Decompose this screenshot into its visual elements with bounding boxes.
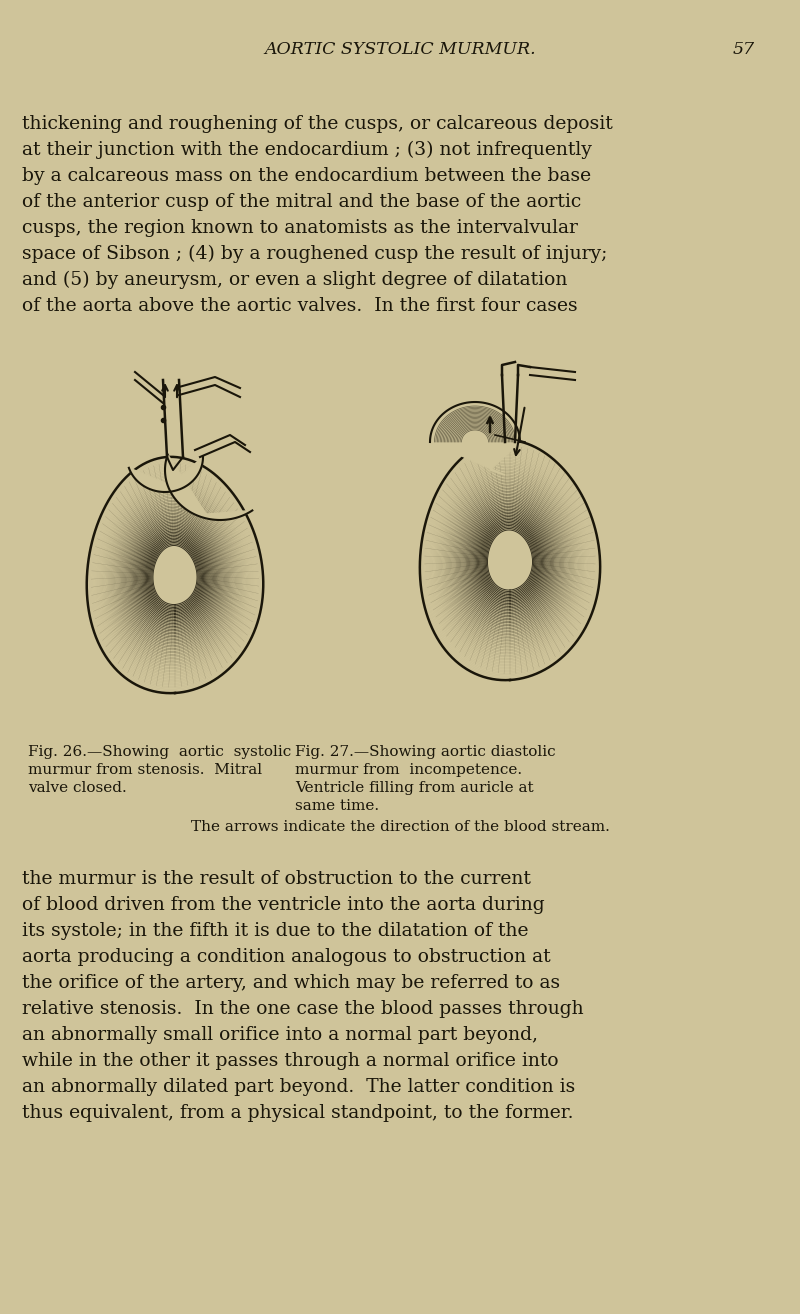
Text: Fig. 26.—Showing  aortic  systolic: Fig. 26.—Showing aortic systolic bbox=[28, 745, 291, 759]
Text: the murmur is the result of obstruction to the current: the murmur is the result of obstruction … bbox=[22, 870, 531, 888]
Text: of the aorta above the aortic valves.  In the first four cases: of the aorta above the aortic valves. In… bbox=[22, 297, 578, 315]
Text: by a calcareous mass on the endocardium between the base: by a calcareous mass on the endocardium … bbox=[22, 167, 591, 185]
Polygon shape bbox=[129, 457, 203, 491]
Text: cusps, the region known to anatomists as the intervalvular: cusps, the region known to anatomists as… bbox=[22, 219, 578, 237]
Text: thickening and roughening of the cusps, or calcareous deposit: thickening and roughening of the cusps, … bbox=[22, 116, 613, 133]
Text: thus equivalent, from a physical standpoint, to the former.: thus equivalent, from a physical standpo… bbox=[22, 1104, 574, 1122]
Text: relative stenosis.  In the one case the blood passes through: relative stenosis. In the one case the b… bbox=[22, 1000, 584, 1018]
Text: same time.: same time. bbox=[295, 799, 379, 813]
Polygon shape bbox=[165, 455, 252, 520]
Text: the orifice of the artery, and which may be referred to as: the orifice of the artery, and which may… bbox=[22, 974, 560, 992]
Text: murmur from  incompetence.: murmur from incompetence. bbox=[295, 763, 522, 777]
Text: murmur from stenosis.  Mitral: murmur from stenosis. Mitral bbox=[28, 763, 262, 777]
Text: Ventricle filling from auricle at: Ventricle filling from auricle at bbox=[295, 781, 534, 795]
Text: an abnormally dilated part beyond.  The latter condition is: an abnormally dilated part beyond. The l… bbox=[22, 1077, 575, 1096]
Text: an abnormally small orifice into a normal part beyond,: an abnormally small orifice into a norma… bbox=[22, 1026, 538, 1045]
Polygon shape bbox=[420, 440, 600, 681]
Polygon shape bbox=[430, 402, 520, 474]
Text: aorta producing a condition analogous to obstruction at: aorta producing a condition analogous to… bbox=[22, 947, 550, 966]
Text: and (5) by aneurysm, or even a slight degree of dilatation: and (5) by aneurysm, or even a slight de… bbox=[22, 271, 567, 289]
Text: Fig. 27.—Showing aortic diastolic: Fig. 27.—Showing aortic diastolic bbox=[295, 745, 556, 759]
Text: of the anterior cusp of the mitral and the base of the aortic: of the anterior cusp of the mitral and t… bbox=[22, 193, 582, 212]
Text: of blood driven from the ventricle into the aorta during: of blood driven from the ventricle into … bbox=[22, 896, 545, 915]
Text: while in the other it passes through a normal orifice into: while in the other it passes through a n… bbox=[22, 1053, 558, 1070]
Text: The arrows indicate the direction of the blood stream.: The arrows indicate the direction of the… bbox=[190, 820, 610, 834]
Text: AORTIC SYSTOLIC MURMUR.: AORTIC SYSTOLIC MURMUR. bbox=[264, 42, 536, 59]
Text: space of Sibson ; (4) by a roughened cusp the result of injury;: space of Sibson ; (4) by a roughened cus… bbox=[22, 244, 607, 263]
Polygon shape bbox=[86, 457, 263, 694]
Text: 57: 57 bbox=[733, 42, 755, 59]
Text: at their junction with the endocardium ; (3) not infrequently: at their junction with the endocardium ;… bbox=[22, 141, 592, 159]
Text: valve closed.: valve closed. bbox=[28, 781, 126, 795]
Text: its systole; in the fifth it is due to the dilatation of the: its systole; in the fifth it is due to t… bbox=[22, 922, 529, 940]
